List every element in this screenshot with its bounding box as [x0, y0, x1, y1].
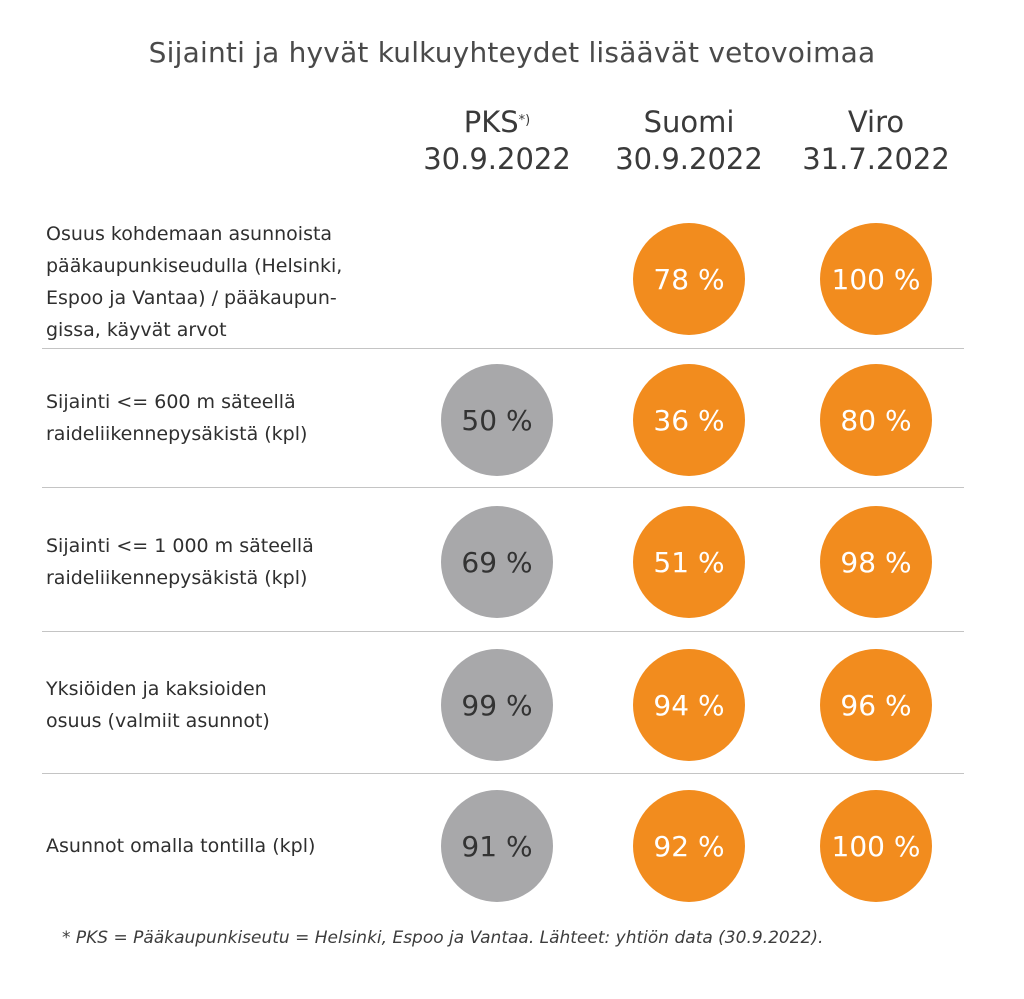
value-label: 50 %: [461, 403, 533, 437]
value-circle-pks: 69 %: [441, 506, 553, 618]
column-header-viro: Viro 31.7.2022: [786, 104, 966, 178]
value-circle-viro: 100 %: [820, 223, 932, 335]
value-circle-suomi: 51 %: [633, 506, 745, 618]
value-circle-pks: 99 %: [441, 649, 553, 761]
column-date: 30.9.2022: [423, 142, 571, 176]
value-circle-suomi: 92 %: [633, 790, 745, 902]
value-label: 94 %: [653, 688, 725, 722]
value-circle-viro: 96 %: [820, 649, 932, 761]
value-label: 80 %: [840, 403, 912, 437]
row-label: Yksiöiden ja kaksioiden osuus (valmiit as…: [46, 678, 270, 732]
value-circle-suomi: 36 %: [633, 364, 745, 476]
value-label: 99 %: [461, 688, 533, 722]
value-circle-pks: 91 %: [441, 790, 553, 902]
column-header-suomi: Suomi 30.9.2022: [599, 104, 779, 178]
column-header-pks: PKS*) 30.9.2022: [407, 104, 587, 178]
value-label: 100 %: [831, 829, 921, 863]
value-circle-viro: 80 %: [820, 364, 932, 476]
value-label: 78 %: [653, 262, 725, 296]
row-label: Sijainti <= 600 m säteellä raideliikennep…: [46, 391, 308, 445]
row-divider: [42, 631, 964, 632]
footnote: * PKS = Pääkaupunkiseutu = Helsinki, Esp…: [62, 928, 824, 948]
value-circle-pks: 50 %: [441, 364, 553, 476]
value-label: 92 %: [653, 829, 725, 863]
row-label: Asunnot omalla tontilla (kpl): [46, 835, 316, 857]
row-label: Osuus kohdemaan asunnoista pääkaupunkiseu…: [46, 223, 343, 341]
value-label: 98 %: [840, 545, 912, 579]
value-label: 100 %: [831, 262, 921, 296]
chart-title: Sijainti ja hyvät kulkuyhteydet lisäävät…: [148, 36, 876, 69]
row-divider: [42, 773, 964, 774]
value-label: 96 %: [840, 688, 912, 722]
value-label: 36 %: [653, 403, 725, 437]
column-date: 31.7.2022: [802, 142, 950, 176]
value-circle-suomi: 94 %: [633, 649, 745, 761]
column-date: 30.9.2022: [615, 142, 763, 176]
column-name: Suomi: [643, 105, 735, 139]
row-divider: [42, 487, 964, 488]
value-label: 91 %: [461, 829, 533, 863]
footnote-marker: *): [518, 113, 531, 128]
row-divider: [42, 348, 964, 349]
column-name: PKS: [463, 105, 519, 139]
value-circle-suomi: 78 %: [633, 223, 745, 335]
value-circle-viro: 98 %: [820, 506, 932, 618]
row-label: Sijainti <= 1 000 m säteellä raideliikenn…: [46, 535, 314, 589]
column-name: Viro: [847, 105, 905, 139]
value-label: 69 %: [461, 545, 533, 579]
value-label: 51 %: [653, 545, 725, 579]
value-circle-viro: 100 %: [820, 790, 932, 902]
